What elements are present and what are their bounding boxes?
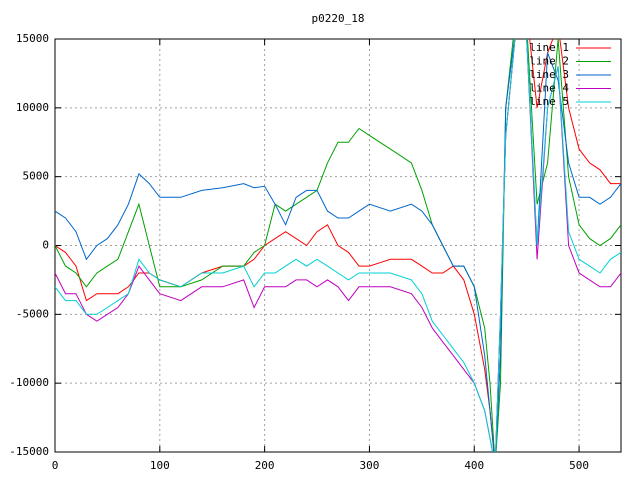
x-tick-label: 500 (569, 459, 589, 472)
y-tick-label: -5000 (16, 307, 49, 320)
plot-area (55, 39, 621, 452)
x-tick-label: 200 (255, 459, 275, 472)
series-line (55, 39, 621, 452)
chart-title: p0220_18 (312, 12, 365, 25)
y-tick-label: 5000 (23, 170, 50, 183)
y-tick-label: -10000 (9, 376, 49, 389)
y-tick-label: -15000 (9, 445, 49, 458)
x-tick-label: 0 (52, 459, 59, 472)
series-line (55, 39, 621, 452)
y-tick-label: 0 (42, 239, 49, 252)
y-tick-label: 10000 (16, 101, 49, 114)
legend-label: line 2 (529, 55, 569, 68)
x-tick-label: 400 (464, 459, 484, 472)
legend-label: line 1 (529, 41, 569, 54)
legend-label: line 3 (529, 68, 569, 81)
y-tick-label: 15000 (16, 32, 49, 45)
x-tick-label: 100 (150, 459, 170, 472)
legend-label: line 4 (529, 82, 569, 95)
legend-label: line 5 (529, 95, 569, 108)
series-line (55, 39, 621, 452)
x-tick-label: 300 (360, 459, 380, 472)
